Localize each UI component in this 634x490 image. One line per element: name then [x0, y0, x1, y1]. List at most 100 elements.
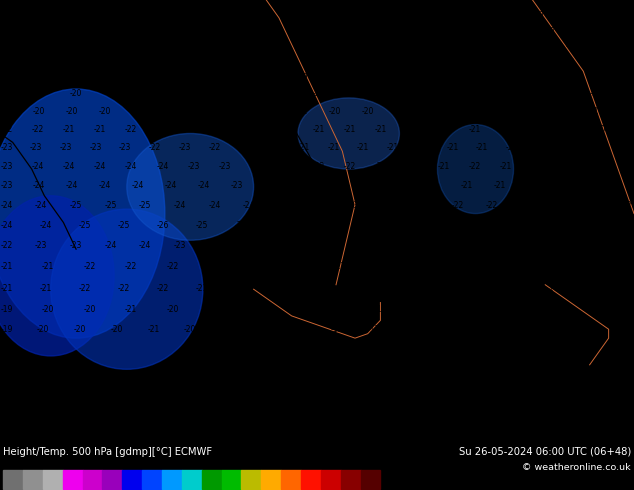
Text: -20: -20: [164, 74, 177, 82]
Text: -20: -20: [219, 58, 231, 67]
Text: -22: -22: [32, 124, 44, 134]
Ellipse shape: [298, 98, 399, 169]
Text: -16: -16: [583, 305, 595, 314]
Text: -19: -19: [116, 11, 128, 20]
Text: -22: -22: [508, 221, 520, 230]
Text: -23: -23: [250, 162, 262, 171]
Text: -18: -18: [387, 42, 399, 51]
Text: -24: -24: [209, 201, 221, 210]
Text: -17: -17: [486, 11, 498, 20]
Text: -19: -19: [500, 263, 512, 271]
Text: -18: -18: [493, 74, 505, 82]
Text: -22: -22: [209, 263, 221, 271]
Text: -17: -17: [0, 11, 13, 20]
Text: © weatheronline.co.uk: © weatheronline.co.uk: [522, 463, 631, 472]
Text: -17: -17: [368, 325, 380, 334]
Text: -17: -17: [514, 325, 527, 334]
Text: -24: -24: [99, 181, 111, 191]
Text: -20: -20: [37, 325, 49, 334]
Text: -20: -20: [250, 58, 262, 67]
Text: -18: -18: [93, 11, 105, 20]
Text: -18: -18: [326, 26, 339, 36]
Text: -17: -17: [624, 284, 634, 293]
Text: -18: -18: [70, 11, 82, 20]
Text: -19: -19: [555, 89, 567, 98]
Text: -18: -18: [299, 26, 311, 36]
Text: -19: -19: [217, 26, 230, 36]
Text: -18: -18: [446, 42, 458, 51]
Text: -21: -21: [531, 162, 543, 171]
Text: -21: -21: [357, 143, 370, 152]
Text: -23: -23: [174, 241, 186, 250]
Text: -22: -22: [417, 201, 429, 210]
Text: -24: -24: [35, 201, 47, 210]
Text: -22: -22: [0, 124, 13, 134]
Text: -19: -19: [119, 42, 131, 51]
Text: -22: -22: [362, 181, 374, 191]
Text: -18: -18: [506, 42, 518, 51]
Ellipse shape: [51, 209, 203, 369]
Text: -18: -18: [437, 58, 450, 67]
Text: -20: -20: [0, 89, 13, 98]
Text: -20: -20: [624, 241, 634, 250]
Text: -20: -20: [99, 107, 111, 116]
Text: -20: -20: [624, 162, 634, 171]
Text: -18: -18: [344, 58, 356, 67]
Text: -22: -22: [149, 143, 161, 152]
Bar: [3, 470, 23, 489]
Text: -17: -17: [324, 11, 337, 20]
Bar: [261, 470, 281, 489]
Text: -20: -20: [565, 143, 578, 152]
Text: -18: -18: [23, 11, 36, 20]
Text: -20: -20: [250, 305, 262, 314]
Text: -17: -17: [624, 26, 634, 36]
Text: -24: -24: [94, 162, 107, 171]
Text: -19: -19: [329, 74, 341, 82]
Text: -18: -18: [109, 26, 121, 36]
Text: -21: -21: [235, 284, 247, 293]
Text: -18: -18: [89, 42, 101, 51]
Text: -20: -20: [209, 89, 221, 98]
Text: -18: -18: [313, 58, 325, 67]
Text: -21: -21: [313, 124, 325, 134]
Text: -17: -17: [624, 42, 634, 51]
Text: -19: -19: [0, 325, 13, 334]
Text: -17: -17: [441, 325, 453, 334]
Text: -17: -17: [509, 11, 521, 20]
Text: -20: -20: [624, 201, 634, 210]
Text: -17: -17: [624, 58, 634, 67]
Text: -20: -20: [263, 74, 275, 82]
Text: -23: -23: [119, 143, 131, 152]
Text: Height/Temp. 500 hPa [gdmp][°C] ECMWF: Height/Temp. 500 hPa [gdmp][°C] ECMWF: [3, 447, 212, 457]
Text: -24: -24: [351, 221, 364, 230]
Text: -17: -17: [624, 325, 634, 334]
Text: -18: -18: [624, 263, 634, 271]
Text: -17: -17: [551, 325, 564, 334]
Text: -17: -17: [500, 305, 512, 314]
Text: -25: -25: [78, 221, 91, 230]
Text: -18: -18: [469, 58, 481, 67]
Text: -20: -20: [595, 143, 607, 152]
Text: -24: -24: [33, 181, 46, 191]
Text: -18: -18: [586, 284, 598, 293]
Text: -17: -17: [417, 305, 429, 314]
Text: -23: -23: [0, 162, 13, 171]
Text: -21: -21: [460, 181, 472, 191]
Text: -21: -21: [417, 241, 429, 250]
Text: -21: -21: [417, 263, 429, 271]
Text: -22: -22: [329, 181, 341, 191]
Text: -17: -17: [404, 325, 417, 334]
Text: -19: -19: [590, 89, 602, 98]
Text: -21: -21: [63, 124, 75, 134]
Text: -22: -22: [268, 143, 280, 152]
Text: -21: -21: [451, 241, 463, 250]
Text: -24: -24: [313, 201, 325, 210]
Text: -20: -20: [590, 201, 602, 210]
Text: -25: -25: [104, 201, 117, 210]
Text: -20: -20: [42, 305, 54, 314]
Text: -22: -22: [209, 143, 221, 152]
Text: -24: -24: [66, 181, 78, 191]
Text: -20: -20: [35, 89, 47, 98]
Text: -18: -18: [0, 42, 13, 51]
Text: -17: -17: [578, 11, 591, 20]
